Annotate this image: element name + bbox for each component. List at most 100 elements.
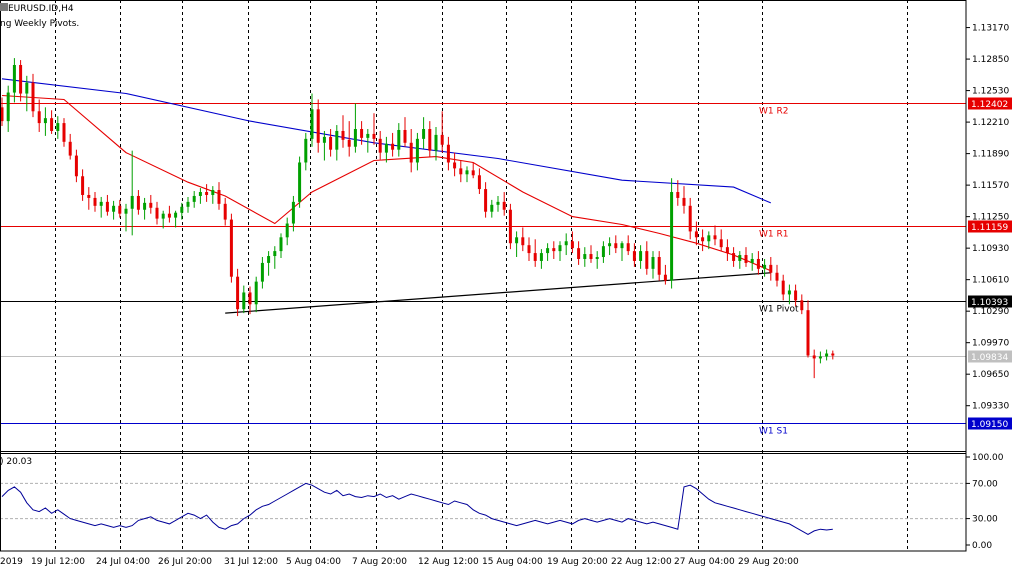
candle [831,350,835,360]
candle [229,213,233,283]
candle-body [775,272,779,281]
x-tick-label: 19 Aug 20:00 [547,557,608,567]
pivot-lines: W1 R2 1.12402 W1 R1 1.11159 W1 Pivot 1.10393 W… [0,97,1012,437]
candle [725,239,729,261]
chart-grid [55,0,908,551]
candle [415,132,419,171]
candle-body [87,194,91,198]
candle [484,182,488,218]
candle [453,152,457,177]
candle [37,99,41,132]
candle-body [657,257,661,275]
candle [248,286,252,315]
candle-body [143,202,147,210]
candle [174,210,178,228]
candle-body [25,82,29,94]
candle-body [136,195,140,210]
candle [329,128,333,157]
candle [285,217,289,246]
pivot-label: W1 R1 [759,230,788,240]
candle-body [267,256,271,263]
candle-body [713,235,717,240]
oscillator-tick-label: 30.00 [972,515,998,525]
candle-body [614,243,618,249]
moving-averages [1,78,772,272]
symbol-timeframe: EURUSD.ID,H4 [8,4,74,14]
candle [304,132,308,171]
candle [180,202,184,220]
candle [719,229,723,252]
candle [620,241,624,261]
candle-body [37,111,41,124]
y-tick-label: 1.12850 [972,55,1009,65]
candle-body [254,281,258,305]
candle [335,125,339,161]
candle-body [831,353,835,356]
candle [515,231,519,258]
candle-body [570,241,574,249]
candle-body [242,292,246,310]
candle [155,201,159,225]
candle-body [453,162,457,169]
candle [409,128,413,173]
candle-body [546,248,550,254]
candle-body [564,241,568,246]
candle-body [347,139,351,147]
candle-body [316,109,320,143]
candle [43,107,47,136]
indicator-name: ng Weekly Pivots. [0,19,79,29]
candle [19,60,23,102]
candle [316,99,320,153]
candle-body [93,197,97,206]
candle [775,264,779,287]
candle [546,243,550,261]
oscillator-label: ) 20.03 [0,457,32,467]
candle-body [521,237,525,246]
candle-body [81,176,85,195]
y-tick-label: 1.12530 [972,87,1009,97]
candle-body [477,175,481,190]
x-tick-label: 5 Aug 04:00 [286,557,341,567]
candle-body [99,201,103,206]
candle-body [310,109,314,139]
candle-body [589,254,593,259]
oscillator-tick-label: 0.00 [972,541,992,551]
candle-body [130,195,134,209]
candle [0,97,4,127]
pivot-label: W1 S1 [759,427,788,437]
candle-body [285,223,289,238]
candle-body [74,155,78,177]
y-tick-label: 1.10290 [972,307,1009,317]
candle [477,168,481,194]
candle-body [298,162,302,202]
candle-body [397,129,401,150]
candle [25,75,29,112]
candle-body [645,251,649,269]
candle [508,203,512,250]
candle-body [676,192,680,198]
candle-body [236,276,240,310]
candle [56,116,60,139]
candle [143,197,147,220]
candle-body [552,248,556,252]
candle-body [701,237,705,242]
candle-body [533,253,537,261]
candle-body [360,128,364,138]
candle-body [105,201,109,212]
candle [211,186,215,204]
candle [756,251,760,275]
candle-body [725,247,729,254]
candle [676,180,680,206]
candle-body [149,202,153,208]
candle-body [484,189,488,212]
candle [608,237,612,256]
candle [161,210,165,229]
candle-body [192,195,196,202]
candle-body [273,251,277,257]
candle [50,110,54,134]
x-tick-label: 22 Aug 12:00 [611,557,672,567]
candle [372,113,376,145]
moving-average-line [1,94,772,272]
candle [291,195,295,232]
candle [521,227,525,252]
